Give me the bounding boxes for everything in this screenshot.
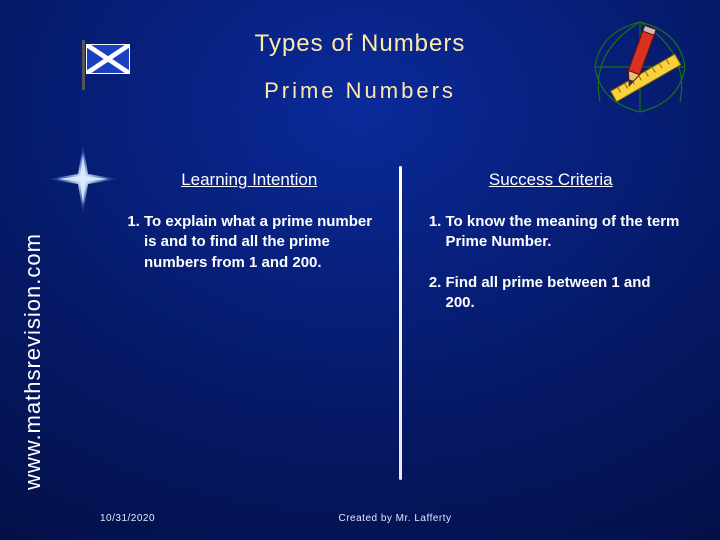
right-column: Success Criteria To know the meaning of … xyxy=(402,170,701,480)
list-item: Find all prime between 1 and 200. xyxy=(446,273,683,314)
list-item: To explain what a prime number is and to… xyxy=(144,212,381,273)
side-website-text: www.mathsrevision.com xyxy=(20,233,46,490)
footer-credit: Created by Mr. Lafferty xyxy=(338,513,451,524)
footer: 10/31/2020 Created by Mr. Lafferty xyxy=(100,513,690,524)
left-list: To explain what a prime number is and to… xyxy=(118,212,381,273)
right-list: To know the meaning of the term Prime Nu… xyxy=(420,212,683,313)
pencil-ruler-icon xyxy=(580,12,700,122)
left-column: Learning Intention To explain what a pri… xyxy=(100,170,399,480)
list-item: To know the meaning of the term Prime Nu… xyxy=(446,212,683,253)
flag-pole-icon xyxy=(82,40,85,90)
footer-date: 10/31/2020 xyxy=(100,513,155,524)
right-heading: Success Criteria xyxy=(420,170,683,190)
content-columns: Learning Intention To explain what a pri… xyxy=(100,170,700,480)
scottish-flag-icon xyxy=(86,44,130,74)
left-heading: Learning Intention xyxy=(118,170,381,190)
